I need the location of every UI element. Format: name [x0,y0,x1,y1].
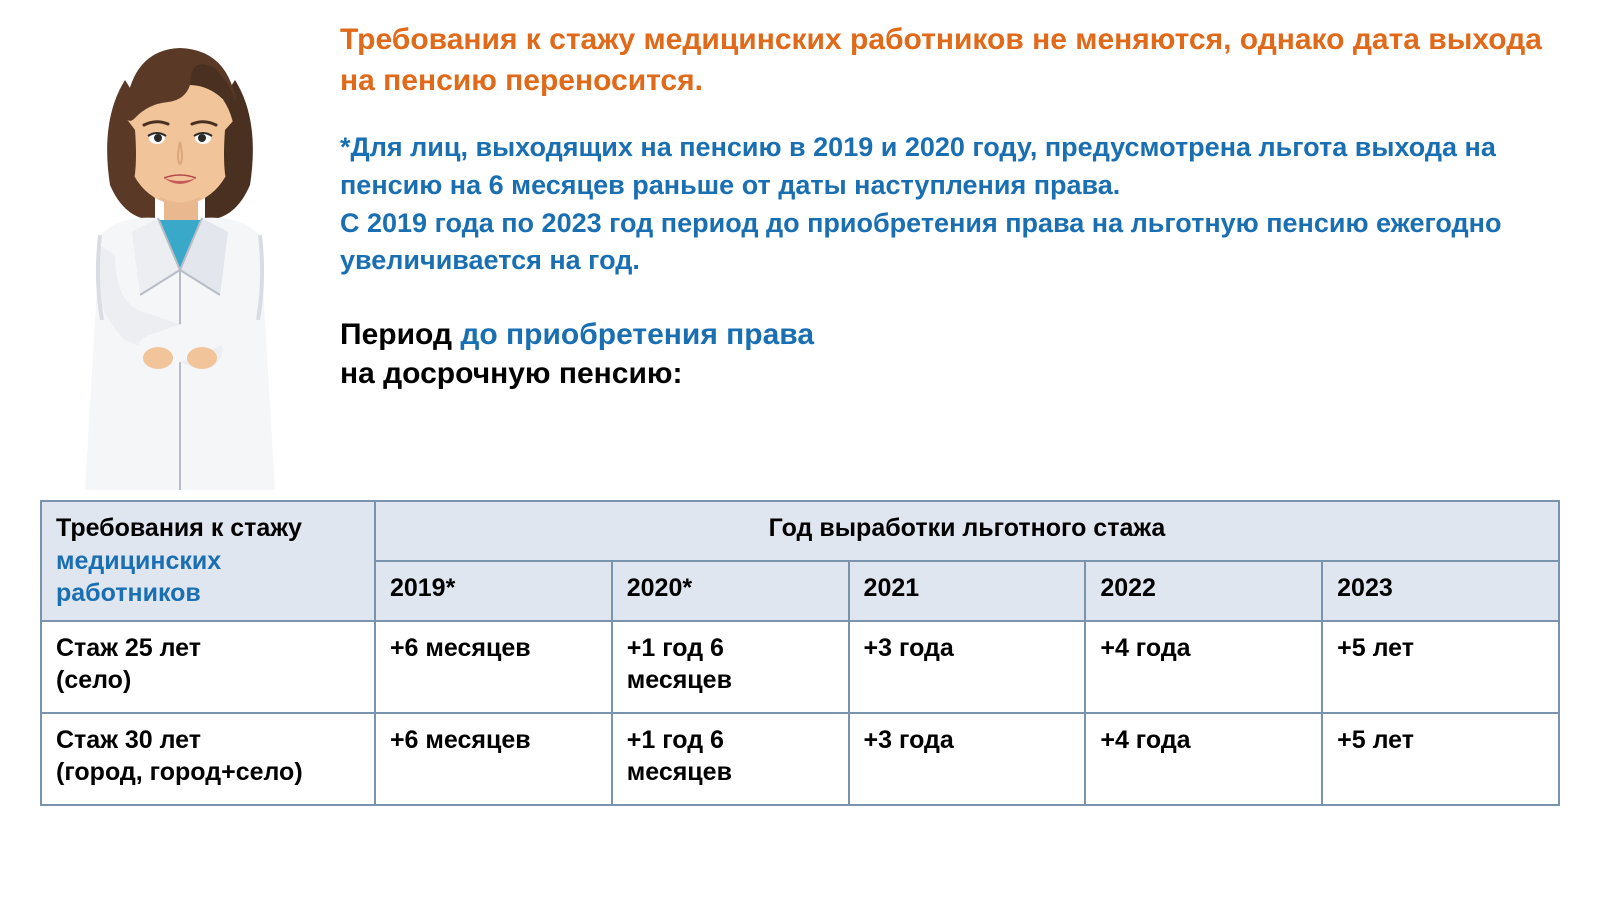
pension-table: Требования к стажу медицинских работнико… [40,500,1560,796]
row0-c3: +4 года [1085,621,1322,713]
row1-c4: +5 лет [1322,713,1559,805]
row1-label: Стаж 30 лет (город, город+село) [41,713,375,805]
period-heading: Период до приобретения права на досрочну… [340,315,1560,393]
table-head-row-1: Требования к стажу медицинских работнико… [41,501,1559,561]
headline: Требования к стажу медицинских работнико… [340,20,1560,101]
row1-c3: +4 года [1085,713,1322,805]
table-row: Стаж 30 лет (город, город+село) +6 месяц… [41,713,1559,805]
table-body: Стаж 25 лет (село) +6 месяцев +1 год 6 м… [41,621,1559,806]
year-1: 2020* [612,561,849,621]
year-3: 2022 [1085,561,1322,621]
top-section: Требования к стажу медицинских работнико… [40,20,1560,490]
text-content: Требования к стажу медицинских работнико… [340,20,1560,490]
row1-l2: (город, город+село) [56,758,303,786]
row0-label: Стаж 25 лет (село) [41,621,375,713]
nurse-illustration [40,20,320,490]
period-prefix: Период [340,318,460,351]
table-head: Требования к стажу медицинских работнико… [41,501,1559,621]
row0-l1: Стаж 25 лет [56,632,360,665]
row0-c0: +6 месяцев [375,621,612,713]
page-container: Требования к стажу медицинских работнико… [0,0,1600,900]
period-blue: до приобретения права [460,318,814,351]
table-row: Стаж 25 лет (село) +6 месяцев +1 год 6 м… [41,621,1559,713]
row0-c2: +3 года [849,621,1086,713]
year-4: 2023 [1322,561,1559,621]
row0-l2: (село) [56,666,131,694]
note-line-2: С 2019 года по 2023 год период до приобр… [340,208,1501,276]
row1-l1: Стаж 30 лет [56,724,360,757]
period-suffix: на досрочную пенсию: [340,357,683,390]
row0-c1: +1 год 6 месяцев [612,621,849,713]
row1-c2: +3 года [849,713,1086,805]
row-header-l1: Требования к стажу [56,512,360,545]
year-2: 2021 [849,561,1086,621]
row-header-l2: медицинских работников [56,547,221,608]
row1-c1: +1 год 6 месяцев [612,713,849,805]
year-0: 2019* [375,561,612,621]
row-header-corner: Требования к стажу медицинских работнико… [41,501,375,621]
row1-c0: +6 месяцев [375,713,612,805]
super-header: Год выработки льготного стажа [375,501,1559,561]
note-block: *Для лиц, выходящих на пенсию в 2019 и 2… [340,129,1560,280]
note-line-1: *Для лиц, выходящих на пенсию в 2019 и 2… [340,132,1496,200]
row0-c4: +5 лет [1322,621,1559,713]
nurse-icon [40,20,320,490]
